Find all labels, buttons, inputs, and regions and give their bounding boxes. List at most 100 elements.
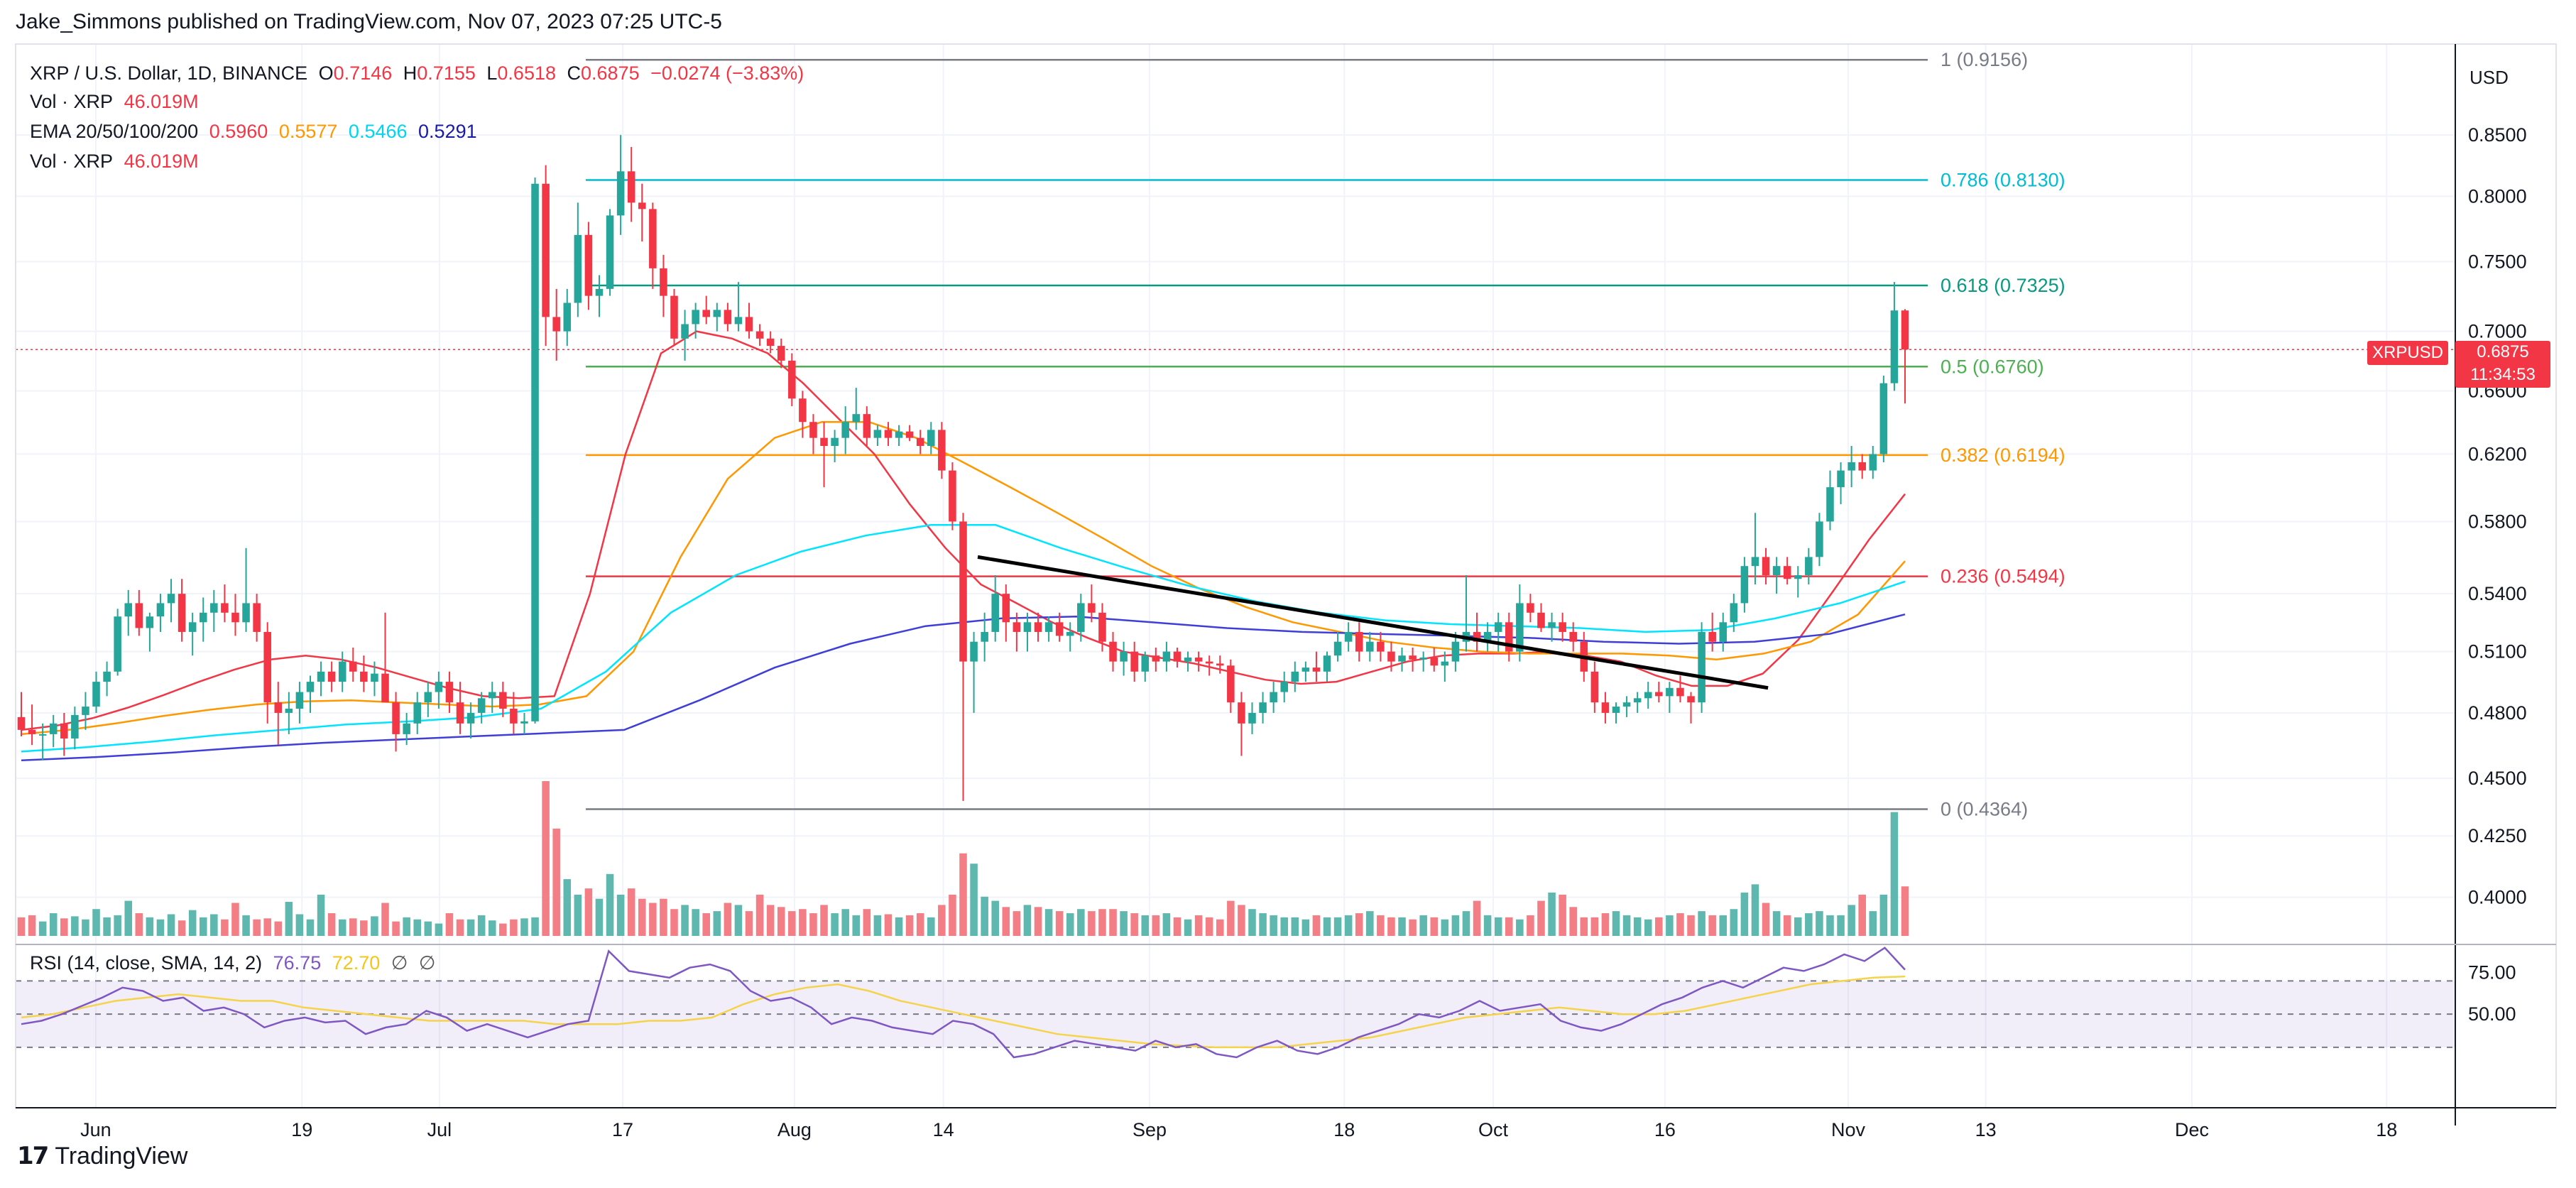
y-tick-label: 0.4800 [2468, 702, 2527, 724]
candle-body [692, 310, 699, 325]
volume-bar [649, 903, 657, 936]
volume-bar [1077, 909, 1085, 936]
y-tick-label: 0.7500 [2468, 251, 2527, 272]
volume-bar [595, 898, 604, 936]
candle-body [606, 215, 614, 289]
tradingview-footer[interactable]: 17 TradingView [17, 1142, 187, 1170]
volume-bar [242, 915, 250, 936]
legend-ema-row: EMA 20/50/100/200 0.5960 0.5577 0.5466 0… [30, 121, 483, 143]
tradingview-logo-icon: 17 [17, 1142, 49, 1170]
volume-bar [403, 917, 410, 936]
candle-body [627, 171, 635, 203]
volume-bar [295, 914, 304, 936]
volume-bar [178, 920, 186, 936]
volume-bar [1633, 917, 1642, 936]
candle-body [1333, 641, 1342, 656]
volume-bar [1162, 913, 1171, 936]
volume-bar [188, 910, 197, 936]
fib-level-label: 0.382 (0.6194) [1941, 445, 2065, 466]
volume-bar [1740, 892, 1749, 936]
candle-body [92, 682, 100, 707]
candle-body [413, 702, 422, 724]
volume-bar [1088, 911, 1096, 936]
candle-body [959, 521, 967, 662]
volume-bar [660, 898, 667, 936]
candle-body [638, 202, 646, 209]
candle-body [1387, 651, 1395, 662]
x-tick-label: Oct [1478, 1119, 1509, 1140]
axes: 0.4000 0.4250 0.4500 0.4800 0.5100 0.5400 0.58… [15, 43, 2557, 1140]
candle-body [949, 470, 956, 522]
volume-bar [1387, 917, 1395, 936]
candle-body [884, 430, 893, 438]
ema50-value: 0.5577 [278, 121, 338, 142]
ema20-value: 0.5960 [209, 121, 268, 142]
candle-body [146, 616, 154, 628]
volume-bar [1590, 917, 1599, 936]
volume-bar [777, 907, 785, 936]
candle-body [1077, 603, 1085, 632]
x-tick-label: Jul [427, 1119, 452, 1140]
volume-bar [317, 894, 325, 936]
rsi-empty-glyph-2: ∅ [418, 952, 436, 974]
volume-bar [1869, 911, 1877, 936]
volume-bar [1098, 909, 1106, 936]
candle-body [1805, 557, 1813, 576]
candle-body [1430, 657, 1439, 666]
volume-bar [49, 913, 58, 936]
volume-bar [231, 903, 239, 936]
volume-bar [371, 916, 378, 936]
candle-body [927, 430, 935, 446]
legend-symbol-row: XRP / U.S. Dollar, 1D, BINANCE O0.7146 H… [30, 62, 809, 85]
fib-level-label: 0.236 (0.5494) [1941, 566, 2065, 587]
candle-body [1612, 707, 1620, 713]
volume-bar [831, 913, 839, 936]
candle-body [852, 414, 861, 423]
y-tick-label: 0.7000 [2468, 321, 2527, 342]
volume-bar [392, 921, 400, 936]
volume-bar [1837, 915, 1845, 936]
candle-body [124, 603, 133, 617]
candle-body [1848, 462, 1855, 471]
candle-body [724, 310, 732, 325]
volume-bar [1483, 915, 1492, 936]
candle-body [574, 234, 582, 303]
volume-bar [221, 919, 229, 936]
ema-label[interactable]: EMA 20/50/100/200 [30, 121, 199, 142]
fib-level-label: 0.5 (0.6760) [1941, 356, 2044, 377]
candle-body [1719, 622, 1728, 642]
legend-symbol[interactable]: XRP / U.S. Dollar, 1D, BINANCE [30, 62, 308, 84]
volume-bar [1462, 911, 1470, 936]
volume-bar [1130, 913, 1138, 936]
candle-body [820, 437, 828, 446]
ohlc-close: 0.6875 [581, 62, 640, 84]
volume-bar [135, 913, 143, 936]
rsi-lines [21, 947, 1906, 1059]
volume-bar [799, 909, 807, 936]
volume-bar [1559, 894, 1566, 936]
candle-body [1751, 557, 1759, 567]
candle-body [991, 594, 999, 632]
price-badge-symbol: XRPUSD [2367, 341, 2448, 365]
volume-bar [1280, 917, 1288, 936]
volume-label-2[interactable]: Vol · XRP [30, 151, 114, 172]
candle-body [1494, 622, 1502, 632]
volume-label[interactable]: Vol · XRP [30, 91, 114, 112]
volume-bar [692, 909, 699, 936]
candle-body [1377, 641, 1385, 652]
rsi-label[interactable]: RSI (14, close, SMA, 14, 2) [30, 952, 263, 974]
volume-bar [949, 894, 956, 936]
legend-volume-row-2: Vol · XRP 46.019M [30, 151, 204, 173]
volume-bar [1816, 911, 1823, 936]
volume-bar [788, 911, 796, 936]
volume-bar [1751, 884, 1759, 936]
candle-body [167, 594, 175, 604]
volume-bar [552, 828, 560, 936]
volume-bar [210, 914, 218, 936]
volume-bar [1879, 894, 1888, 936]
currency-label[interactable]: USD [2469, 67, 2509, 88]
candle-body [809, 422, 817, 438]
descending-trendline [977, 555, 1769, 690]
x-tick-label: 18 [2376, 1119, 2397, 1140]
